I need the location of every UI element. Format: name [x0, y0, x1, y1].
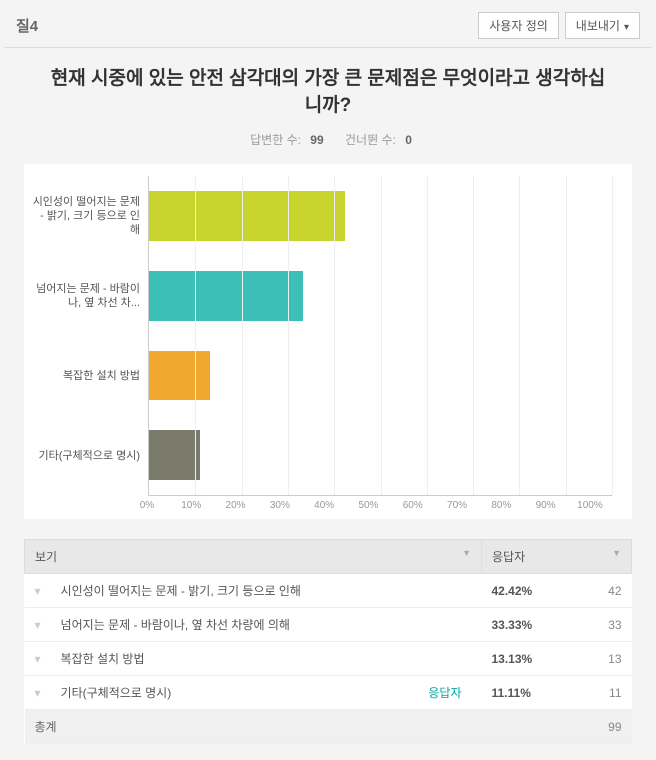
x-tick: 0%	[125, 500, 169, 511]
x-tick: 90%	[523, 500, 567, 511]
grid-line	[195, 176, 196, 495]
row-label: 기타(구체적으로 명시)	[51, 676, 398, 710]
bar[interactable]	[149, 191, 345, 241]
grid-line	[473, 176, 474, 495]
sort-icon: ▼	[612, 548, 621, 558]
y-axis-label: 넘어지는 문제 - 바람이나, 옆 차선 차...	[32, 256, 148, 336]
grid-line	[381, 176, 382, 495]
row-percent: 13.13%	[482, 642, 572, 676]
row-count: 11	[572, 676, 632, 710]
x-tick: 80%	[479, 500, 523, 511]
x-tick: 10%	[169, 500, 213, 511]
chart-plot	[148, 176, 612, 496]
sort-icon: ▼	[462, 548, 471, 558]
row-label: 복잡한 설치 방법	[51, 642, 398, 676]
total-count: 99	[572, 710, 632, 744]
col-header-view[interactable]: 보기▼	[25, 540, 482, 574]
expand-icon[interactable]: ▾	[25, 608, 51, 642]
response-stats: 답변한 수: 99 건너뛴 수: 0	[4, 127, 652, 164]
grid-line	[519, 176, 520, 495]
row-percent: 11.11%	[482, 676, 572, 710]
bar[interactable]	[149, 271, 303, 321]
results-table: 보기▼ 응답자▼ ▾시인성이 떨어지는 문제 - 밝기, 크기 등으로 인해42…	[24, 539, 632, 744]
y-axis-label: 복잡한 설치 방법	[32, 336, 148, 416]
table-row: ▾복잡한 설치 방법 13.13%13	[25, 642, 632, 676]
x-tick: 70%	[435, 500, 479, 511]
bar[interactable]	[149, 351, 210, 401]
total-row: 총계99	[25, 710, 632, 744]
expand-icon[interactable]: ▾	[25, 642, 51, 676]
x-tick: 40%	[302, 500, 346, 511]
caret-down-icon: ▾	[624, 22, 629, 33]
x-tick: 60%	[391, 500, 435, 511]
grid-line	[612, 176, 613, 495]
grid-line	[334, 176, 335, 495]
header-buttons: 사용자 정의 내보내기▾	[478, 12, 640, 39]
total-label: 총계	[25, 710, 572, 744]
y-axis-labels: 시인성이 떨어지는 문제 - 밝기, 크기 등으로 인해넘어지는 문제 - 바람…	[32, 176, 148, 496]
col-header-responders[interactable]: 응답자▼	[482, 540, 632, 574]
expand-icon[interactable]: ▾	[25, 676, 51, 710]
grid-line	[566, 176, 567, 495]
question-panel: 질4 사용자 정의 내보내기▾ 현재 시중에 있는 안전 삼각대의 가장 큰 문…	[0, 0, 656, 760]
row-link[interactable]: 응답자	[397, 676, 481, 710]
row-percent: 42.42%	[482, 574, 572, 608]
export-button[interactable]: 내보내기▾	[565, 12, 640, 39]
x-tick: 30%	[258, 500, 302, 511]
grid-line	[242, 176, 243, 495]
y-axis-label: 시인성이 떨어지는 문제 - 밝기, 크기 등으로 인해	[32, 176, 148, 256]
y-axis-label: 기타(구체적으로 명시)	[32, 416, 148, 496]
expand-icon[interactable]: ▾	[25, 574, 51, 608]
row-count: 33	[572, 608, 632, 642]
row-label: 넘어지는 문제 - 바람이나, 옆 차선 차량에 의해	[51, 608, 398, 642]
row-percent: 33.33%	[482, 608, 572, 642]
row-link	[397, 608, 481, 642]
row-count: 13	[572, 642, 632, 676]
bar[interactable]	[149, 430, 200, 480]
x-tick: 20%	[213, 500, 257, 511]
customize-button[interactable]: 사용자 정의	[478, 12, 559, 39]
row-link	[397, 574, 481, 608]
title-section: 현재 시중에 있는 안전 삼각대의 가장 큰 문제점은 무엇이라고 생각하십니까…	[4, 48, 652, 127]
x-tick: 100%	[568, 500, 612, 511]
question-title: 현재 시중에 있는 안전 삼각대의 가장 큰 문제점은 무엇이라고 생각하십니까…	[44, 66, 612, 119]
grid-line	[288, 176, 289, 495]
chart-area: 시인성이 떨어지는 문제 - 밝기, 크기 등으로 인해넘어지는 문제 - 바람…	[24, 164, 632, 519]
table-row: ▾기타(구체적으로 명시)응답자11.11%11	[25, 676, 632, 710]
row-label: 시인성이 떨어지는 문제 - 밝기, 크기 등으로 인해	[51, 574, 398, 608]
results-table-section: 보기▼ 응답자▼ ▾시인성이 떨어지는 문제 - 밝기, 크기 등으로 인해42…	[24, 539, 632, 744]
table-row: ▾시인성이 떨어지는 문제 - 밝기, 크기 등으로 인해 42.42%42	[25, 574, 632, 608]
x-axis: 0%10%20%30%40%50%60%70%80%90%100%	[148, 496, 612, 511]
panel-header: 질4 사용자 정의 내보내기▾	[4, 4, 652, 48]
question-number: 질4	[16, 15, 38, 36]
row-count: 42	[572, 574, 632, 608]
row-link	[397, 642, 481, 676]
grid-line	[427, 176, 428, 495]
table-row: ▾넘어지는 문제 - 바람이나, 옆 차선 차량에 의해 33.33%33	[25, 608, 632, 642]
x-tick: 50%	[346, 500, 390, 511]
